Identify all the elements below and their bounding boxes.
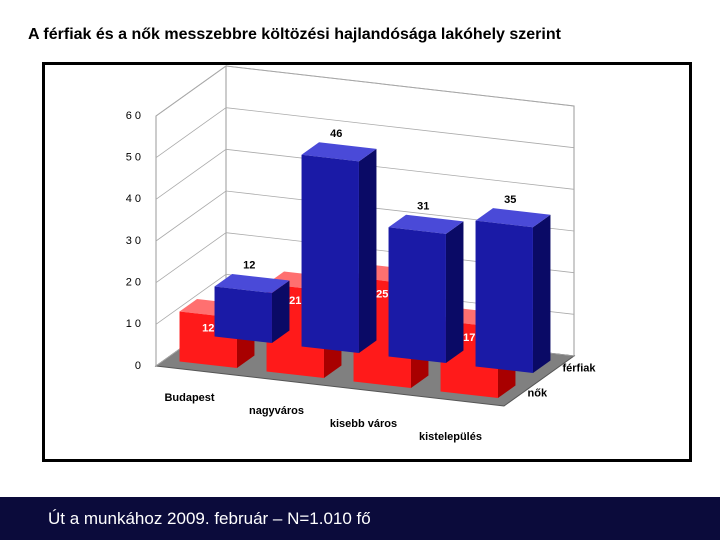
bar-top: [475, 208, 551, 228]
bar-side: [445, 221, 464, 364]
legend-label: férfiak: [563, 362, 597, 374]
y-tick-label: 30: [126, 235, 144, 247]
legend-label: nők: [528, 387, 548, 399]
x-tick-label: kisebb város: [330, 418, 397, 430]
footer-bar: Út a munkához 2009. február – N=1.010 fő: [0, 497, 720, 540]
data-label: 17: [463, 332, 475, 344]
grid-line: [155, 190, 575, 242]
data-label: 12: [202, 323, 214, 335]
x-tick-label: kistelepülés: [419, 431, 482, 443]
data-label: 31: [417, 200, 429, 212]
grid-line: [155, 65, 575, 117]
bar: [301, 154, 359, 354]
bar-top: [388, 214, 464, 234]
grid-line: [155, 107, 575, 158]
grid-line: [155, 148, 575, 200]
x-tick-label: nagyváros: [249, 405, 304, 417]
bar-top: [301, 142, 377, 162]
bar-side: [532, 214, 551, 374]
title: A férfiak és a nők messzebbre költözési …: [28, 26, 561, 43]
y-tick-label: 50: [126, 152, 144, 164]
y-tick-label: 60: [126, 110, 144, 122]
bar-side: [358, 148, 377, 354]
data-label: 35: [504, 194, 516, 206]
bar: [388, 227, 446, 364]
y-tick-label: 40: [126, 193, 144, 205]
y-tick-label: 0: [135, 360, 144, 372]
bar-side: [271, 280, 290, 344]
bar: [475, 220, 533, 374]
data-label: 25: [376, 288, 388, 300]
x-tick-label: Budapest: [164, 392, 214, 404]
y-tick-label: 10: [126, 318, 144, 330]
bar-top: [214, 273, 290, 294]
data-label: 46: [330, 128, 342, 140]
y-tick-label: 20: [126, 277, 144, 289]
data-label: 12: [243, 260, 255, 272]
bar: [214, 286, 272, 344]
footer-text: Út a munkához 2009. február – N=1.010 fő: [48, 509, 371, 528]
data-label: 21: [289, 295, 301, 307]
